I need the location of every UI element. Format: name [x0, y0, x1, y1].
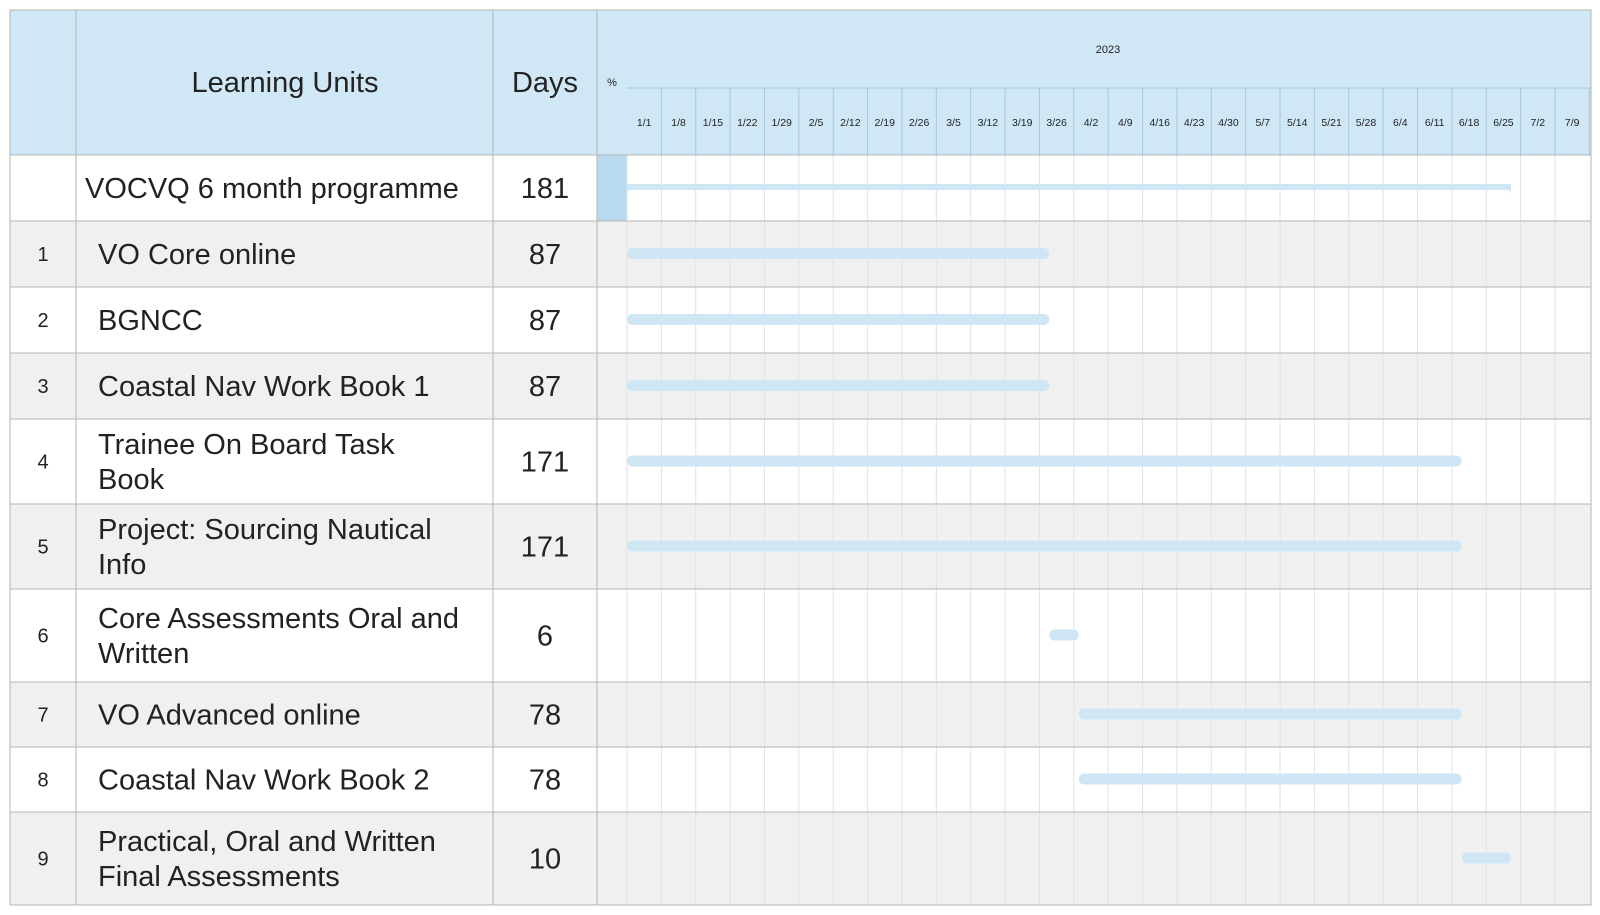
- week-tick-label: 4/30: [1218, 117, 1239, 129]
- task-bar: [627, 540, 1462, 552]
- task-days: 171: [521, 532, 569, 564]
- row-index: 8: [37, 770, 48, 792]
- week-tick-label: 6/11: [1425, 117, 1445, 129]
- week-tick-label: 1/15: [703, 117, 724, 129]
- row-background: [10, 812, 1591, 905]
- week-tick-label: 1/22: [737, 117, 758, 129]
- table-frame: [9, 9, 1592, 906]
- row-index: 6: [37, 626, 48, 648]
- task-bar: [627, 248, 1050, 259]
- task-days: 78: [529, 765, 561, 797]
- week-tick-label: 5/7: [1256, 117, 1271, 129]
- task-name-line: Info: [98, 549, 146, 581]
- task-bar: [1078, 773, 1462, 785]
- task-name-line: Project: Sourcing Nautical: [98, 514, 432, 546]
- task-bar: [627, 314, 1050, 325]
- task-bar: [1461, 852, 1511, 864]
- task-name-line: Practical, Oral and Written: [98, 826, 436, 858]
- task-name-line: VOCVQ 6 month programme: [85, 173, 459, 205]
- task-days: 6: [537, 621, 553, 653]
- task-name-line: Trainee On Board Task: [98, 429, 395, 461]
- header-year-label: 2023: [1096, 44, 1120, 56]
- task-name-line: VO Core online: [98, 239, 296, 271]
- week-tick-label: 2/12: [840, 117, 861, 129]
- task-days: 87: [529, 239, 561, 271]
- week-tick-label: 4/2: [1084, 117, 1099, 129]
- row-labels: VOCVQ 6 month programme 181 1 VO Core onlin…: [37, 173, 569, 893]
- task-days: 171: [521, 447, 569, 479]
- task-name-line: VO Advanced online: [98, 700, 361, 732]
- week-tick-label: 2/26: [909, 117, 930, 129]
- summary-bar-start-cap: [627, 184, 631, 194]
- header-units-label: Learning Units: [192, 67, 379, 99]
- week-tick-label: 1/1: [637, 117, 652, 129]
- task-days: 10: [529, 844, 561, 876]
- week-tick-label: 6/18: [1459, 117, 1480, 129]
- task-bar: [627, 455, 1462, 467]
- task-name-line: Core Assessments Oral and: [98, 603, 459, 635]
- row-background: [10, 589, 1591, 682]
- task-bars: [627, 184, 1511, 864]
- task-name-line: Written: [98, 638, 189, 670]
- summary-bar: [627, 184, 1511, 190]
- task-days: 78: [529, 700, 561, 732]
- summary-percent-cell: [597, 155, 627, 221]
- week-tick-label: 4/23: [1184, 117, 1205, 129]
- header-background: [10, 10, 1591, 155]
- week-tick-label: 7/2: [1531, 117, 1546, 129]
- row-index: 5: [37, 537, 48, 559]
- week-tick-label: 3/12: [978, 117, 999, 129]
- grid-layer: [10, 87, 1591, 905]
- week-tick-label: 1/8: [671, 117, 686, 129]
- task-name-line: Book: [98, 464, 165, 496]
- task-days: 87: [529, 305, 561, 337]
- week-tick-label: 3/19: [1012, 117, 1033, 129]
- task-name-line: Final Assessments: [98, 861, 340, 893]
- week-tick-label: 6/25: [1493, 117, 1514, 129]
- week-tick-label: 4/16: [1150, 117, 1171, 129]
- row-index: 1: [37, 244, 48, 266]
- week-tick-label: 4/9: [1118, 117, 1133, 129]
- task-name-line: Coastal Nav Work Book 2: [98, 765, 430, 797]
- task-bar: [1049, 629, 1079, 641]
- summary-bar-end-cap: [1506, 184, 1511, 194]
- row-index: 9: [37, 849, 48, 871]
- row-index: 2: [37, 310, 48, 332]
- week-tick-label: 3/5: [946, 117, 961, 129]
- row-index: 4: [37, 452, 48, 474]
- week-tick-label: 2/19: [875, 117, 896, 129]
- week-tick-label: 7/9: [1565, 117, 1580, 129]
- week-tick-label: 5/28: [1356, 117, 1377, 129]
- week-tick-label: 3/26: [1046, 117, 1067, 129]
- week-tick-label: 6/4: [1393, 117, 1408, 129]
- row-index: 3: [37, 376, 48, 398]
- header-percent-label: %: [607, 77, 617, 89]
- task-days: 87: [529, 371, 561, 403]
- week-tick-label: 2/5: [809, 117, 824, 129]
- week-tick-label: 1/29: [771, 117, 792, 129]
- task-name-line: BGNCC: [98, 305, 203, 337]
- row-index: 7: [37, 705, 48, 727]
- week-tick-label: 5/21: [1321, 117, 1342, 129]
- header-days-label: Days: [512, 67, 578, 99]
- week-ticks: 1/1 1/8 1/15 1/22 1/29 2/5 2/12 2/19 2/26 3/5 3/12…: [637, 117, 1580, 129]
- task-name-line: Coastal Nav Work Book 1: [98, 371, 430, 403]
- week-tick-label: 5/14: [1287, 117, 1308, 129]
- task-days: 181: [521, 173, 569, 205]
- task-bar: [1078, 708, 1462, 720]
- outer-border: [9, 9, 1592, 906]
- task-bar: [627, 380, 1050, 391]
